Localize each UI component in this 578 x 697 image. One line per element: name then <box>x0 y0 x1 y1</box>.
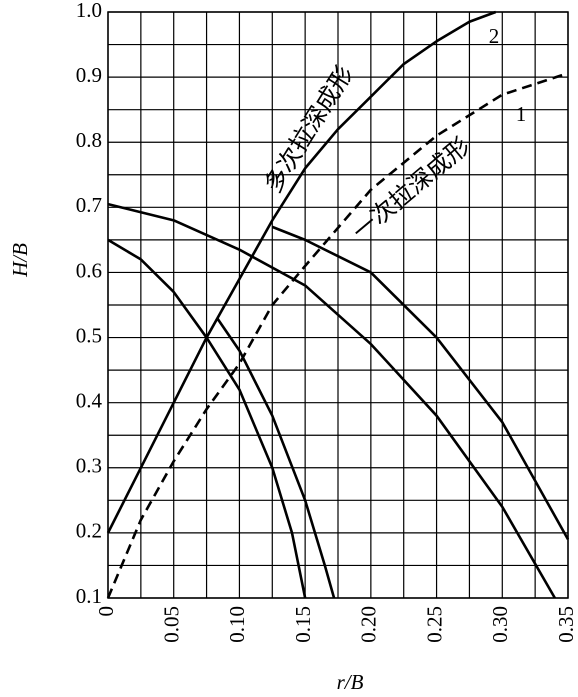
y-tick-label: 0.4 <box>76 388 103 412</box>
y-tick-label: 0.5 <box>76 323 102 347</box>
y-tick-label: 0.3 <box>76 454 102 478</box>
curve <box>107 238 307 599</box>
y-tick-label: 0.6 <box>76 258 102 282</box>
x-tick-label: 0.20 <box>357 606 381 643</box>
x-tick-label: 0 <box>94 606 118 617</box>
plot-frame <box>107 11 569 599</box>
curve <box>106 71 569 599</box>
series-label: 2 <box>489 24 500 48</box>
y-tick-label: 0.7 <box>76 193 102 217</box>
curve <box>271 225 570 541</box>
x-tick-label: 0.05 <box>160 606 184 643</box>
y-tick-label: 0.2 <box>76 519 102 543</box>
annotation: 一次拉深成形 <box>347 132 475 246</box>
curve <box>216 317 336 599</box>
y-tick-label: 0.1 <box>76 584 102 608</box>
y-tick-label: 1.0 <box>76 0 102 22</box>
series-label: 1 <box>516 102 527 126</box>
x-tick-label: 0.35 <box>554 606 578 643</box>
x-axis-label: r/B <box>337 670 364 694</box>
annotation: 多次拉深成形 <box>259 61 359 198</box>
y-tick-label: 0.8 <box>76 128 102 152</box>
y-axis-label: H/B <box>8 243 32 278</box>
y-tick-label: 0.9 <box>76 63 102 87</box>
x-tick-label: 0.30 <box>488 606 512 643</box>
x-tick-label: 0.25 <box>422 606 446 643</box>
x-tick-label: 0.10 <box>225 606 249 643</box>
x-tick-label: 0.15 <box>291 606 315 643</box>
curve <box>107 202 556 599</box>
curve <box>106 10 497 534</box>
